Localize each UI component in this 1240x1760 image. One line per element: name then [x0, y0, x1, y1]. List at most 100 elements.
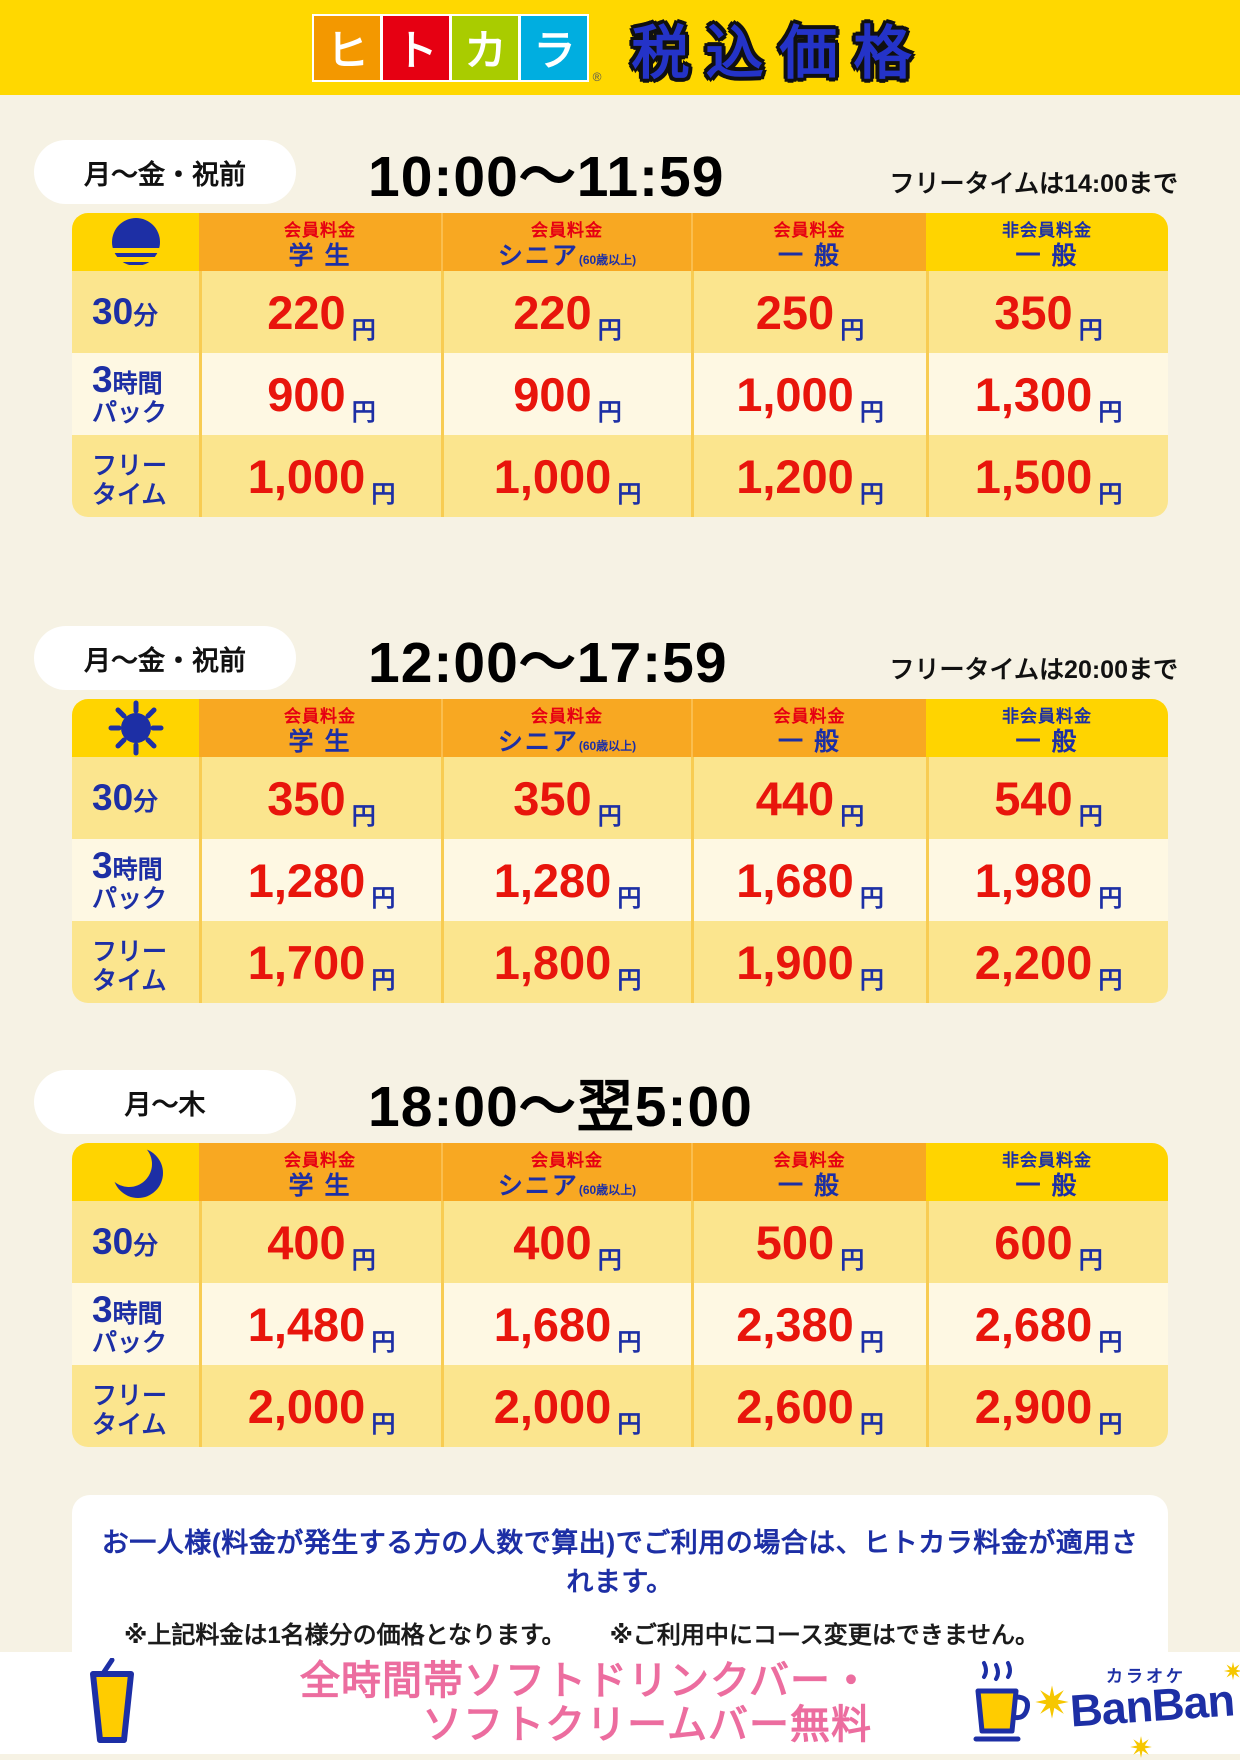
registered-mark: ® — [592, 69, 602, 84]
row-label-3hour-pack: 3時間 パック — [72, 353, 199, 435]
top-banner: ヒ ト カ ラ ® 税込価格 — [0, 0, 1240, 95]
logo-char: カ — [464, 27, 507, 74]
price-cell: 220 円 — [199, 271, 441, 353]
pricing-section-daytime: 月〜金・祝前 12:00〜17:59 フリータイムは20:00まで 会員料金 学… — [0, 625, 1240, 1003]
price-cell: 2,000 円 — [441, 1365, 691, 1447]
banban-karaoke-label: カラオケ — [1106, 1667, 1186, 1686]
col-header-member-general: 会員料金 一 般 — [691, 1143, 926, 1201]
time-range: 10:00〜11:59 — [368, 145, 725, 209]
price-cell: 1,480 円 — [199, 1283, 441, 1365]
price-cell: 350 円 — [926, 271, 1168, 353]
col-label: 一 般 — [1015, 727, 1079, 756]
price-cell: 400 円 — [441, 1201, 691, 1283]
time-range: 12:00〜17:59 — [368, 631, 728, 695]
col-group-label: 非会員料金 — [1002, 1150, 1092, 1170]
col-label: 一 般 — [1015, 241, 1079, 270]
sunrise-icon — [106, 218, 165, 269]
price-cell: 1,700 円 — [199, 921, 441, 1003]
price-cell: 600 円 — [926, 1201, 1168, 1283]
col-group-label: 会員料金 — [284, 706, 356, 726]
day-pill: 月〜金・祝前 — [34, 140, 296, 204]
price-cell: 220 円 — [441, 271, 691, 353]
col-group-label: 会員料金 — [531, 706, 603, 726]
drink-glass-icon — [90, 1658, 134, 1743]
col-header-member-senior: 会員料金 シニア(60歳以上) — [441, 1143, 691, 1201]
moon-icon-cell — [72, 1143, 199, 1201]
pricing-section-morning: 月〜金・祝前 10:00〜11:59 フリータイムは14:00まで 会員料金 学… — [0, 139, 1240, 517]
price-cell: 1,000 円 — [691, 353, 926, 435]
sun-icon-cell — [72, 699, 199, 757]
row-label-freetime: フリー タイム — [72, 435, 199, 517]
price-cell: 1,800 円 — [441, 921, 691, 1003]
notice-box: お一人様(料金が発生する方の人数で算出)でご利用の場合は、ヒトカラ料金が適用され… — [72, 1495, 1168, 1672]
row-label-freetime: フリー タイム — [72, 921, 199, 1003]
price-cell: 440 円 — [691, 757, 926, 839]
col-header-member-general: 会員料金 一 般 — [691, 213, 926, 271]
row-label-30min: 30分 — [72, 1201, 199, 1283]
sunrise-icon-cell — [72, 213, 199, 271]
logo-char: ラ — [533, 27, 576, 74]
price-table-daytime: 会員料金 学 生 会員料金 シニア(60歳以上) 会員料金 一 般 非会員料金 … — [72, 699, 1168, 1003]
col-label: 一 般 — [778, 727, 841, 756]
price-cell: 1,900 円 — [691, 921, 926, 1003]
sun-icon — [108, 700, 163, 756]
star-icon — [1223, 1661, 1240, 1681]
page-title: 税込価格 — [631, 20, 928, 86]
price-cell: 2,000 円 — [199, 1365, 441, 1447]
row-label-freetime: フリー タイム — [72, 1365, 199, 1447]
col-header-nonmember-general: 非会員料金 一 般 — [926, 699, 1168, 757]
col-header-member-student: 会員料金 学 生 — [199, 213, 441, 271]
price-cell: 540 円 — [926, 757, 1168, 839]
col-label: シニア(60歳以上) — [497, 727, 637, 756]
col-group-label: 非会員料金 — [1002, 220, 1092, 240]
col-header-member-general: 会員料金 一 般 — [691, 699, 926, 757]
price-cell: 2,680 円 — [926, 1283, 1168, 1365]
col-header-nonmember-general: 非会員料金 一 般 — [926, 213, 1168, 271]
star-icon — [1130, 1736, 1152, 1758]
row-label-30min: 30分 — [72, 757, 199, 839]
col-group-label: 非会員料金 — [1002, 706, 1092, 726]
price-cell: 350 円 — [441, 757, 691, 839]
col-header-member-student: 会員料金 学 生 — [199, 1143, 441, 1201]
col-label: 一 般 — [1015, 1171, 1079, 1200]
price-cell: 500 円 — [691, 1201, 926, 1283]
row-label-3hour-pack: 3時間 パック — [72, 1283, 199, 1365]
logo-tile-3: カ — [452, 15, 519, 80]
price-cell: 1,680 円 — [691, 839, 926, 921]
notice-headline: お一人様(料金が発生する方の人数で算出)でご利用の場合は、ヒトカラ料金が適用され… — [101, 1528, 1139, 1597]
row-label-3hour-pack: 3時間 パック — [72, 839, 199, 921]
col-group-label: 会員料金 — [773, 220, 846, 240]
price-cell: 2,200 円 — [926, 921, 1168, 1003]
free-drink-line-2: ソフトクリームバー無料 — [422, 1703, 872, 1747]
notice-subnotes: ※上記料金は1名様分の価格となります。 ※ご利用中にコース変更はできません。 — [100, 1615, 1140, 1650]
price-cell: 1,000 円 — [199, 435, 441, 517]
freetime-note: フリータイムは14:00まで — [889, 170, 1178, 198]
star-icon — [1035, 1685, 1069, 1719]
price-table-night: 会員料金 学 生 会員料金 シニア(60歳以上) 会員料金 一 般 非会員料金 … — [72, 1143, 1168, 1447]
col-header-member-senior: 会員料金 シニア(60歳以上) — [441, 699, 691, 757]
col-header-member-student: 会員料金 学 生 — [199, 699, 441, 757]
price-cell: 1,280 円 — [199, 839, 441, 921]
free-drink-line-1: 全時間帯ソフトドリンクバー・ — [300, 1659, 872, 1703]
price-cell: 2,380 円 — [691, 1283, 926, 1365]
col-label: 学 生 — [288, 727, 352, 756]
logo-tile-1: ヒ — [314, 15, 381, 80]
banban-wordmark: BanBan — [1068, 1674, 1236, 1737]
logo-tile-2: ト — [383, 15, 450, 80]
banban-logo: カラオケ BanBan — [1035, 1654, 1240, 1758]
col-label: 学 生 — [288, 1171, 352, 1200]
free-drink-text: 全時間帯ソフトドリンクバー・ ソフトクリームバー無料 — [148, 1659, 872, 1747]
col-header-member-senior: 会員料金 シニア(60歳以上) — [441, 213, 691, 271]
col-label: シニア(60歳以上) — [497, 241, 637, 270]
day-label: 月〜木 — [124, 1089, 206, 1120]
logo-char: ト — [395, 27, 438, 74]
footer-banner: 全時間帯ソフトドリンクバー・ ソフトクリームバー無料 カラオケ BanBan — [0, 1652, 1240, 1758]
freetime-note: フリータイムは20:00まで — [889, 656, 1178, 684]
notice-sub-1: ※上記料金は1名様分の価格となります。 — [124, 1622, 566, 1649]
time-range: 18:00〜翌5:00 — [368, 1075, 753, 1139]
logo-char: ヒ — [326, 27, 369, 74]
price-cell: 2,900 円 — [926, 1365, 1168, 1447]
price-cell: 1,000 円 — [441, 435, 691, 517]
day-pill: 月〜金・祝前 — [34, 626, 296, 690]
price-cell: 350 円 — [199, 757, 441, 839]
